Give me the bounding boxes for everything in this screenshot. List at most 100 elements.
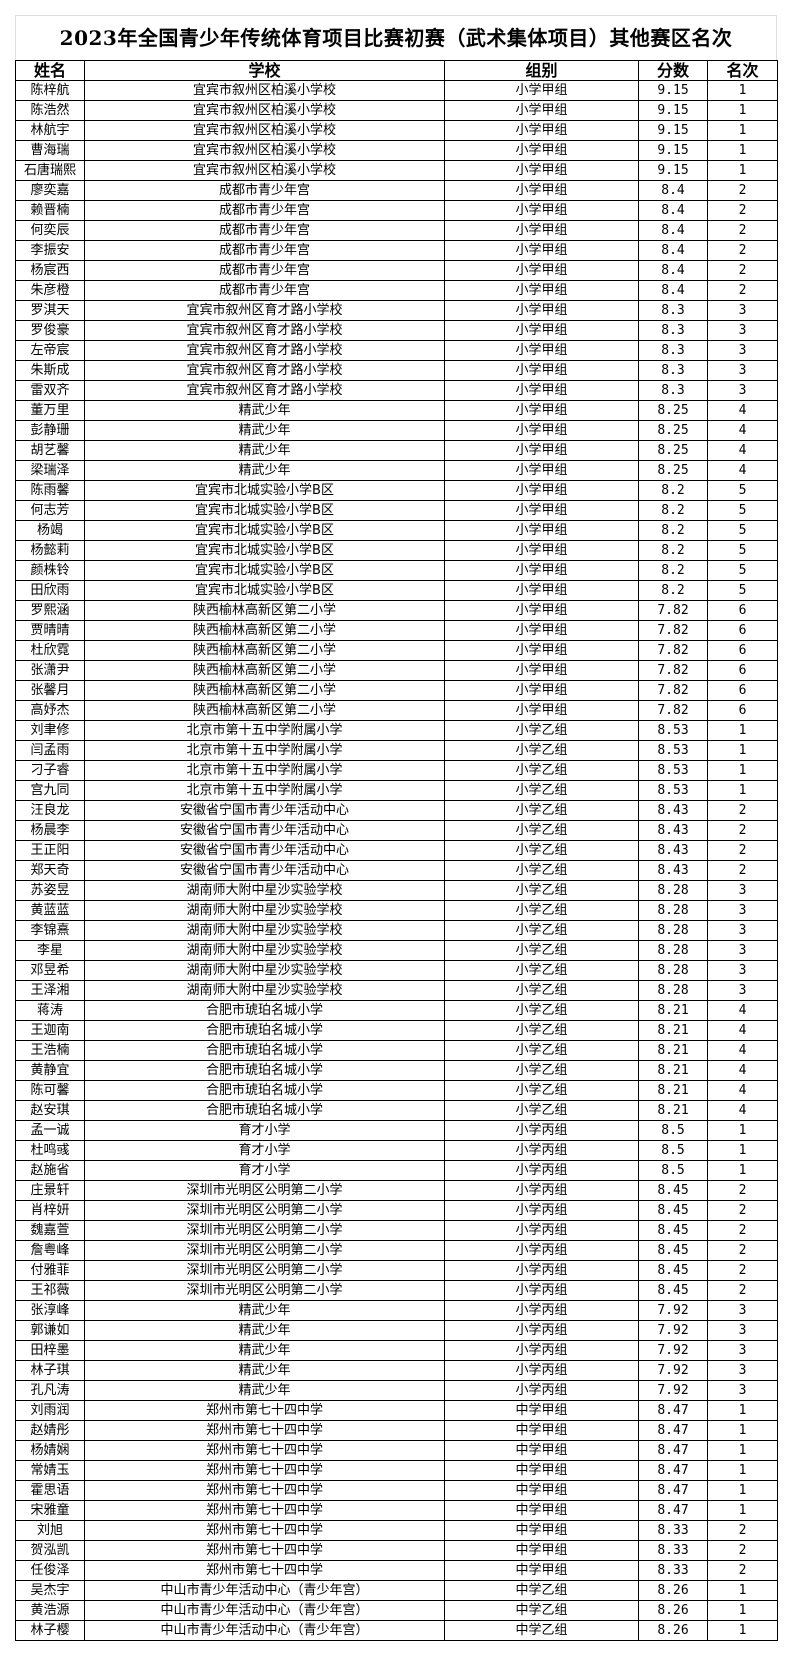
rank-cell: 1 [707, 1500, 778, 1521]
table-row: 杨婧娴 郑州市第七十四中学 中学甲组 8.47 1 [15, 1440, 778, 1461]
group-cell: 小学乙组 [444, 720, 639, 741]
school-cell: 郑州市第七十四中学 [84, 1500, 445, 1521]
school-cell: 精武少年 [84, 420, 445, 441]
name-cell: 罗熙涵 [15, 600, 85, 621]
table-row: 胡艺馨 精武少年 小学甲组 8.25 4 [15, 440, 778, 461]
rank-cell: 1 [707, 80, 778, 101]
rank-cell: 2 [707, 1220, 778, 1241]
score-cell: 8.47 [638, 1400, 708, 1421]
rank-cell: 6 [707, 700, 778, 721]
score-cell: 8.25 [638, 420, 708, 441]
group-cell: 小学乙组 [444, 900, 639, 921]
score-cell: 8.45 [638, 1240, 708, 1261]
rank-cell: 2 [707, 220, 778, 241]
group-cell: 小学甲组 [444, 240, 639, 261]
table-row: 任俊泽 郑州市第七十四中学 中学甲组 8.33 2 [15, 1560, 778, 1581]
rank-cell: 5 [707, 560, 778, 581]
name-cell: 陈浩然 [15, 100, 85, 121]
rank-cell: 3 [707, 340, 778, 361]
table-row: 苏姿昱 湖南师大附中星沙实验学校 小学乙组 8.28 3 [15, 880, 778, 901]
table-row: 何志芳 宜宾市北城实验小学B区 小学甲组 8.2 5 [15, 500, 778, 521]
school-cell: 陕西榆林高新区第二小学 [84, 680, 445, 701]
group-cell: 小学乙组 [444, 980, 639, 1001]
score-cell: 8.2 [638, 500, 708, 521]
group-cell: 小学甲组 [444, 680, 639, 701]
group-cell: 小学甲组 [444, 400, 639, 421]
score-cell: 8.21 [638, 1020, 708, 1041]
rank-cell: 2 [707, 800, 778, 821]
rank-cell: 2 [707, 280, 778, 301]
name-cell: 朱彦橙 [15, 280, 85, 301]
table-row: 王正阳 安徽省宁国市青少年活动中心 小学乙组 8.43 2 [15, 840, 778, 861]
score-cell: 8.26 [638, 1620, 708, 1641]
school-cell: 郑州市第七十四中学 [84, 1400, 445, 1421]
rank-cell: 3 [707, 940, 778, 961]
column-header-name: 姓名 [15, 60, 85, 81]
name-cell: 刘聿修 [15, 720, 85, 741]
name-cell: 贺泓凯 [15, 1540, 85, 1561]
group-cell: 小学乙组 [444, 960, 639, 981]
page-title: 2023年全国青少年传统体育项目比赛初赛（武术集体项目）其他赛区名次 [15, 15, 777, 60]
table-row: 付雅菲 深圳市光明区公明第二小学 小学丙组 8.45 2 [15, 1260, 778, 1281]
name-cell: 杨宸西 [15, 260, 85, 281]
table-row: 林航宇 宜宾市叙州区柏溪小学校 小学甲组 9.15 1 [15, 120, 778, 141]
group-cell: 小学乙组 [444, 880, 639, 901]
table-row: 吴杰宇 中山市青少年活动中心（青少年宫） 中学乙组 8.26 1 [15, 1580, 778, 1601]
school-cell: 湖南师大附中星沙实验学校 [84, 920, 445, 941]
name-cell: 赖晋楠 [15, 200, 85, 221]
school-cell: 育才小学 [84, 1140, 445, 1161]
school-cell: 安徽省宁国市青少年活动中心 [84, 820, 445, 841]
score-cell: 8.47 [638, 1420, 708, 1441]
group-cell: 小学甲组 [444, 140, 639, 161]
name-cell: 杨婧娴 [15, 1440, 85, 1461]
score-cell: 8.25 [638, 460, 708, 481]
group-cell: 小学甲组 [444, 580, 639, 601]
table-row: 何奕辰 成都市青少年宫 小学甲组 8.4 2 [15, 220, 778, 241]
rank-cell: 1 [707, 1600, 778, 1621]
group-cell: 小学甲组 [444, 380, 639, 401]
school-cell: 湖南师大附中星沙实验学校 [84, 940, 445, 961]
name-cell: 陈可馨 [15, 1080, 85, 1101]
school-cell: 成都市青少年宫 [84, 220, 445, 241]
group-cell: 中学甲组 [444, 1560, 639, 1581]
score-cell: 8.28 [638, 920, 708, 941]
score-cell: 8.25 [638, 400, 708, 421]
name-cell: 赵施省 [15, 1160, 85, 1181]
score-cell: 8.5 [638, 1160, 708, 1181]
school-cell: 陕西榆林高新区第二小学 [84, 640, 445, 661]
rank-cell: 5 [707, 480, 778, 501]
rank-cell: 1 [707, 140, 778, 161]
group-cell: 小学乙组 [444, 860, 639, 881]
group-cell: 小学丙组 [444, 1180, 639, 1201]
name-cell: 霍思语 [15, 1480, 85, 1501]
score-cell: 8.21 [638, 1040, 708, 1061]
score-cell: 8.3 [638, 340, 708, 361]
table-row: 孔凡涛 精武少年 小学丙组 7.92 3 [15, 1380, 778, 1401]
name-cell: 陈雨馨 [15, 480, 85, 501]
school-cell: 宜宾市叙州区育才路小学校 [84, 380, 445, 401]
name-cell: 林子樱 [15, 1620, 85, 1641]
table-row: 李振安 成都市青少年宫 小学甲组 8.4 2 [15, 240, 778, 261]
school-cell: 中山市青少年活动中心（青少年宫） [84, 1600, 445, 1621]
group-cell: 小学乙组 [444, 1080, 639, 1101]
rank-cell: 1 [707, 1620, 778, 1641]
table-row: 霍思语 郑州市第七十四中学 中学甲组 8.47 1 [15, 1480, 778, 1501]
group-cell: 小学甲组 [444, 500, 639, 521]
score-cell: 8.3 [638, 320, 708, 341]
table-row: 陈浩然 宜宾市叙州区柏溪小学校 小学甲组 9.15 1 [15, 100, 778, 121]
name-cell: 杜欣霓 [15, 640, 85, 661]
school-cell: 宜宾市北城实验小学B区 [84, 540, 445, 561]
school-cell: 陕西榆林高新区第二小学 [84, 660, 445, 681]
score-cell: 8.45 [638, 1220, 708, 1241]
group-cell: 中学甲组 [444, 1540, 639, 1561]
name-cell: 杨竭 [15, 520, 85, 541]
table-row: 陈可馨 合肥市琥珀名城小学 小学乙组 8.21 4 [15, 1080, 778, 1101]
name-cell: 梁瑞泽 [15, 460, 85, 481]
table-row: 郑天奇 安徽省宁国市青少年活动中心 小学乙组 8.43 2 [15, 860, 778, 881]
score-cell: 8.26 [638, 1580, 708, 1601]
rank-cell: 2 [707, 240, 778, 261]
table-row: 王浩楠 合肥市琥珀名城小学 小学乙组 8.21 4 [15, 1040, 778, 1061]
rank-cell: 3 [707, 1320, 778, 1341]
score-cell: 8.28 [638, 980, 708, 1001]
group-cell: 小学乙组 [444, 820, 639, 841]
